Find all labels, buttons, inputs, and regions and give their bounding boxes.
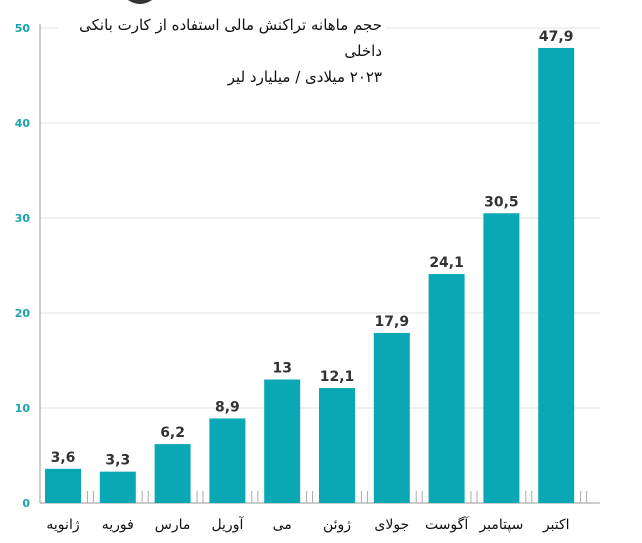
data-label: 47,9 <box>539 29 574 45</box>
data-label: 8,9 <box>215 399 240 415</box>
x-tick-label: مارس <box>155 517 191 533</box>
y-tick-label: 30 <box>15 212 31 225</box>
x-tick-label: جولای <box>374 517 409 533</box>
y-tick-label: 0 <box>22 497 30 510</box>
data-label: 13 <box>272 361 291 377</box>
decorative-shape <box>128 0 152 4</box>
bar <box>319 388 355 503</box>
bar <box>373 332 410 503</box>
bar <box>264 379 301 503</box>
data-label: 6,2 <box>160 425 185 441</box>
x-tick-label: سپتامبر <box>478 517 523 533</box>
data-label: 3,6 <box>51 450 76 466</box>
bar <box>483 213 520 503</box>
data-label: 24,1 <box>429 255 464 271</box>
x-tick-label: اکتبر <box>542 517 570 533</box>
x-tick-label: فوریه <box>102 517 134 533</box>
x-tick-label: آوریل <box>211 516 244 533</box>
chart-subtitle: ۲۰۲۳ میلادی / میلیارد لیر <box>227 68 382 86</box>
data-label: 30,5 <box>484 194 519 210</box>
data-label: 12,1 <box>320 369 355 385</box>
x-tick-label: ژوئن <box>323 517 351 533</box>
chart-title-block: حجم ماهانه تراکنش مالی استفاده از کارت ب… <box>58 12 386 90</box>
y-tick-label: 40 <box>15 117 31 130</box>
data-label: 17,9 <box>375 314 410 330</box>
x-tick-label: می <box>273 517 292 533</box>
y-tick-label: 20 <box>15 307 31 320</box>
x-tick-label: ژانویه <box>46 517 79 533</box>
bar <box>209 418 246 503</box>
y-tick-label: 10 <box>15 402 31 415</box>
y-tick-label: 50 <box>15 22 31 35</box>
bar <box>154 444 191 503</box>
bar <box>45 468 81 503</box>
x-tick-label: آگوست <box>425 516 469 533</box>
bar <box>538 47 575 503</box>
chart-title: حجم ماهانه تراکنش مالی استفاده از کارت ب… <box>79 16 382 60</box>
bar <box>428 274 465 503</box>
bar <box>99 471 136 503</box>
data-label: 3,3 <box>105 453 130 469</box>
